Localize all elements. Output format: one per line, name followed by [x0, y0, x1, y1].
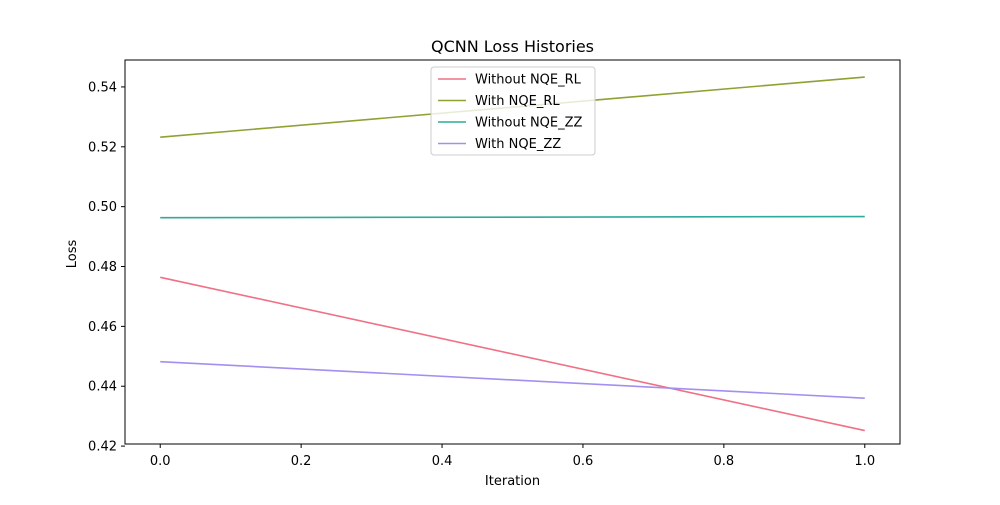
legend-label: Without NQE_ZZ	[475, 116, 583, 131]
x-tick-label: 1.0	[854, 454, 875, 469]
y-tick-label: 0.46	[88, 320, 117, 335]
x-tick-label: 0.4	[432, 454, 453, 469]
plot-frame	[124, 59, 901, 445]
series-lines	[160, 76, 865, 432]
y-tick-label: 0.50	[88, 200, 117, 215]
series-line	[160, 215, 865, 219]
y-axis: 0.42 0.44 0.46 0.48 0.50 0.52 0.54	[88, 80, 125, 455]
y-tick-label: 0.44	[88, 380, 117, 395]
y-axis-label: Loss	[65, 240, 80, 269]
plot-area	[124, 59, 901, 445]
y-tick-label: 0.52	[88, 140, 117, 155]
x-tick-label: 0.8	[714, 454, 735, 469]
legend-label: With NQE_RL	[475, 94, 560, 109]
legend-label: Without NQE_RL	[475, 73, 582, 88]
x-tick-label: 0.2	[291, 454, 312, 469]
x-tick-label: 0.6	[573, 454, 594, 469]
series-line	[160, 360, 865, 400]
series-line	[160, 276, 865, 432]
legend-box	[430, 66, 596, 156]
x-axis-label: Iteration	[485, 474, 540, 489]
x-tick-label: 0.0	[150, 454, 171, 469]
y-tick-label: 0.42	[88, 440, 117, 455]
y-tick-label: 0.54	[88, 80, 117, 95]
y-tick-label: 0.48	[88, 260, 117, 275]
x-axis: 0.0 0.2 0.4 0.6 0.8 1.0	[150, 444, 875, 469]
legend: Without NQE_RL With NQE_RL Without NQE_ZZ W…	[430, 66, 596, 156]
legend-label: With NQE_ZZ	[475, 137, 561, 152]
chart-title: QCNN Loss Histories	[431, 37, 594, 56]
